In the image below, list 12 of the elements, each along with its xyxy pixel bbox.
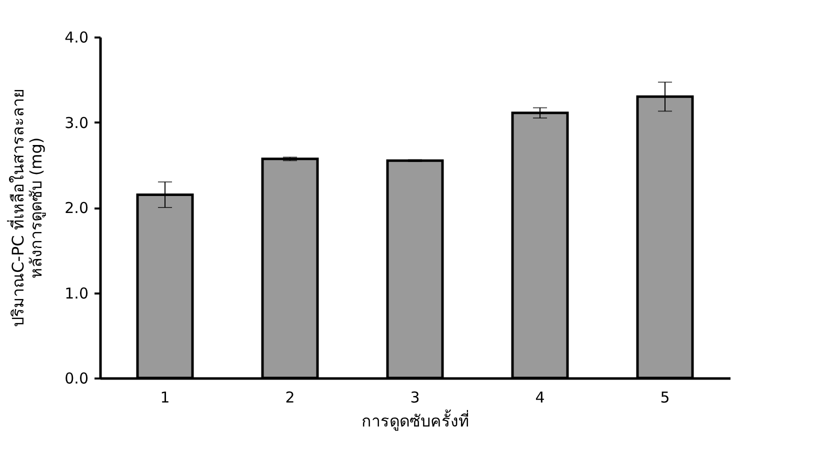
x-axis-title: การดูดซับครั้งที่: [362, 410, 470, 432]
x-tick-label: 1: [160, 388, 170, 406]
x-tick-label: 3: [410, 388, 420, 406]
y-tick-label: 4.0: [64, 28, 88, 46]
x-tick-label: 5: [660, 388, 670, 406]
x-tick-label: 2: [285, 388, 295, 406]
y-tick-label: 1.0: [64, 284, 88, 302]
y-axis-title: ปริมาณC-PC ที่เหลือในสารละลาย หลังการดูดซับ (mg): [6, 89, 47, 327]
y-tick-label: 2.0: [64, 199, 88, 217]
y-tick-label: 3.0: [64, 114, 88, 132]
y-tick-label: 0.0: [64, 370, 88, 388]
x-tick-label: 4: [535, 388, 545, 406]
